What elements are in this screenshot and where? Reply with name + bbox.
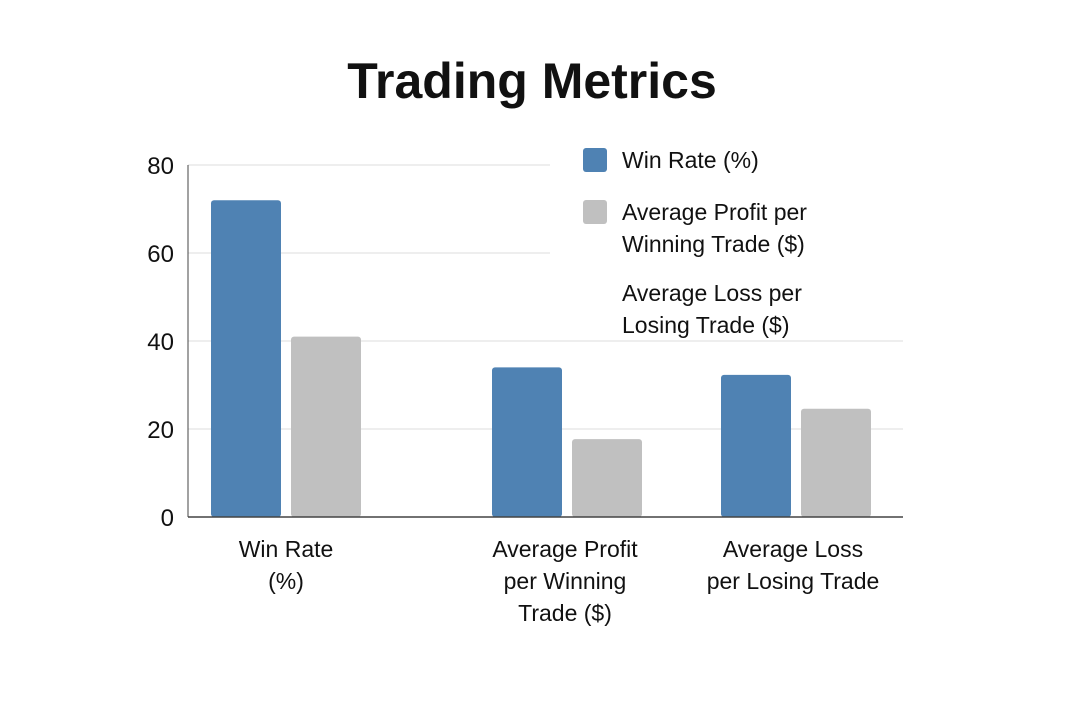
y-tick-label: 0: [161, 505, 174, 532]
bar-series-2-category-2: [572, 439, 642, 517]
bar-series-1-category-1: [211, 200, 281, 517]
y-tick-label: 40: [147, 329, 174, 356]
axes: [187, 165, 903, 518]
bar-series-2-category-3: [801, 408, 871, 517]
x-tick-label: Average Profit: [492, 536, 638, 562]
legend-label: Winning Trade ($): [622, 231, 805, 257]
legend-label: Average Loss per: [622, 280, 802, 306]
y-tick-label: 80: [147, 153, 174, 180]
x-tick-label: per Losing Trade: [707, 568, 880, 594]
x-axis-tick-labels: Win Rate (%) Average Profit per Winning Trad…: [239, 536, 880, 626]
legend-swatch: [583, 148, 607, 172]
x-tick-label: per Winning: [504, 568, 627, 594]
y-axis-tick-labels: 0 20 40 60 80: [147, 153, 174, 532]
chart-title: Trading Metrics: [347, 53, 717, 109]
x-tick-label: (%): [268, 568, 304, 594]
y-tick-label: 20: [147, 417, 174, 444]
legend: Win Rate (%) Average Profit per Winning Tr…: [583, 147, 807, 338]
legend-label: Losing Trade ($): [622, 312, 789, 338]
legend-swatch: [583, 200, 607, 224]
x-tick-label: Trade ($): [518, 600, 612, 626]
bars: [211, 200, 871, 517]
legend-label: Average Profit per: [622, 199, 807, 225]
bar-series-1-category-2: [492, 367, 562, 517]
legend-label: Win Rate (%): [622, 147, 759, 173]
x-tick-label: Average Loss: [723, 536, 863, 562]
x-tick-label: Win Rate: [239, 536, 334, 562]
y-tick-label: 60: [147, 241, 174, 268]
bar-series-2-category-1: [291, 336, 361, 517]
bar-series-1-category-3: [721, 374, 791, 517]
